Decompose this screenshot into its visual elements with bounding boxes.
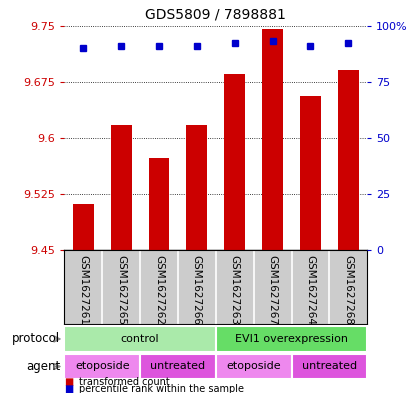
Text: GSM1627267: GSM1627267 <box>268 255 278 325</box>
Bar <box>64 326 216 352</box>
Bar <box>291 354 367 379</box>
Text: GSM1627266: GSM1627266 <box>192 255 202 325</box>
Bar <box>149 158 169 250</box>
Text: etoposide: etoposide <box>226 362 281 371</box>
Title: GDS5809 / 7898881: GDS5809 / 7898881 <box>145 7 286 22</box>
Bar <box>111 125 132 250</box>
Text: ■: ■ <box>64 377 73 387</box>
Text: agent: agent <box>26 360 60 373</box>
Text: transformed count: transformed count <box>79 377 170 387</box>
Text: etoposide: etoposide <box>75 362 129 371</box>
Text: EVI1 overexpression: EVI1 overexpression <box>235 334 348 344</box>
Text: untreated: untreated <box>302 362 357 371</box>
Bar <box>338 70 359 250</box>
Text: GSM1627263: GSM1627263 <box>230 255 240 325</box>
Bar <box>216 354 291 379</box>
Text: untreated: untreated <box>150 362 205 371</box>
Text: percentile rank within the sample: percentile rank within the sample <box>79 384 244 393</box>
Bar <box>225 74 245 250</box>
Text: GSM1627268: GSM1627268 <box>343 255 353 325</box>
Bar <box>300 96 321 250</box>
Text: GSM1627261: GSM1627261 <box>78 255 88 325</box>
Text: ■: ■ <box>64 384 73 393</box>
Text: protocol: protocol <box>12 332 60 345</box>
Text: GSM1627264: GSM1627264 <box>305 255 315 325</box>
Bar <box>140 354 216 379</box>
Bar <box>216 326 367 352</box>
Text: GSM1627262: GSM1627262 <box>154 255 164 325</box>
Bar <box>262 29 283 250</box>
Bar <box>186 125 207 250</box>
Bar <box>73 204 94 250</box>
Text: control: control <box>121 334 159 344</box>
Text: GSM1627265: GSM1627265 <box>116 255 126 325</box>
Bar <box>64 354 140 379</box>
